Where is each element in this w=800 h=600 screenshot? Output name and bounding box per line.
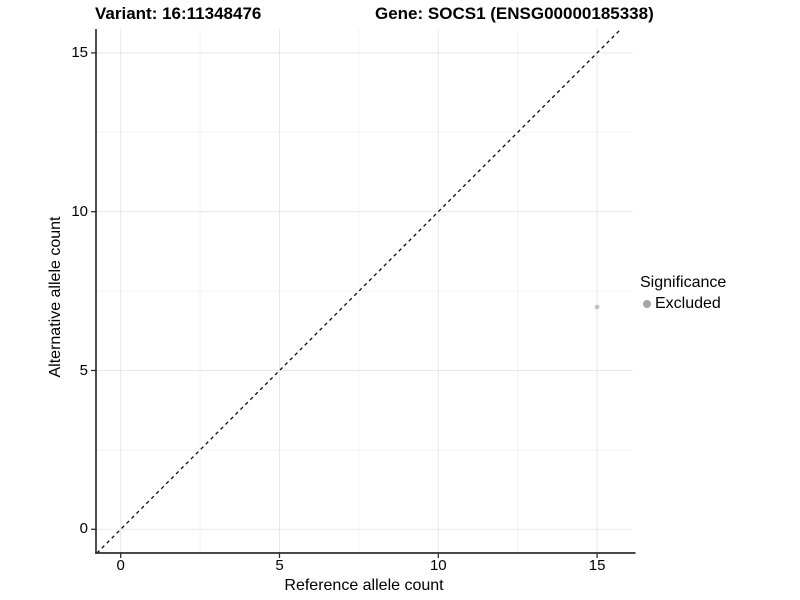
y-tick-label: 10: [71, 202, 88, 220]
y-tick-label: 0: [79, 520, 88, 538]
x-axis-title: Reference allele count: [284, 577, 444, 594]
legend-point-icon: [643, 300, 651, 308]
x-tick-label: 15: [588, 557, 606, 574]
legend-title: Significance: [640, 274, 727, 291]
legend: Significance Excluded: [638, 273, 788, 314]
gene-title: Gene: SOCS1 (ENSG00000185338): [375, 4, 654, 23]
y-tick-label: 15: [71, 43, 88, 61]
legend-entry-label: Excluded: [655, 295, 721, 312]
x-tick-label: 5: [275, 557, 284, 574]
legend-entry-excluded: Excluded: [638, 294, 788, 314]
variant-title: Variant: 16:11348476: [95, 4, 262, 23]
y-axis-title: Alternative allele count: [47, 216, 64, 378]
y-tick-label: 5: [79, 361, 88, 379]
x-tick-label: 10: [429, 557, 447, 574]
x-tick-label: 0: [116, 557, 125, 574]
identity-dashed-line: [96, 29, 621, 554]
data-point: [594, 304, 600, 310]
